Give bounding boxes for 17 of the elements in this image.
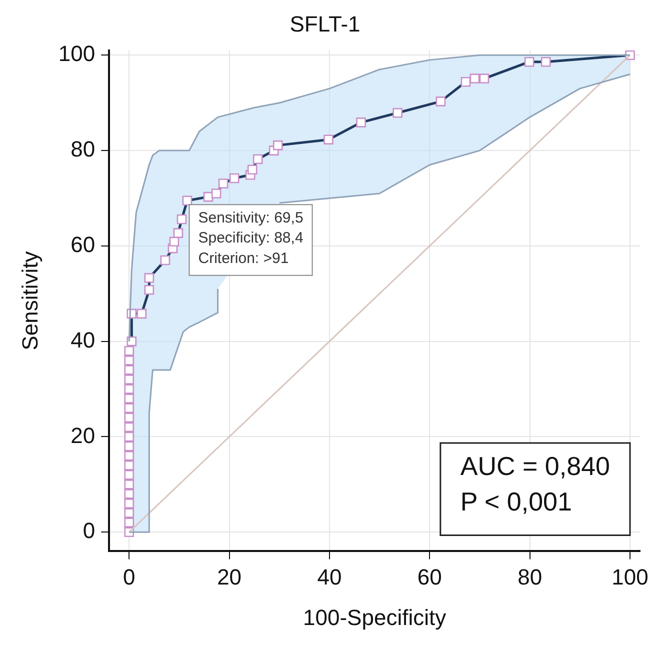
y-axis-title: Sensitivity: [17, 251, 42, 350]
y-tick-label: 60: [70, 232, 96, 258]
chart-title: SFLT-1: [290, 11, 360, 36]
y-tick-label: 80: [70, 136, 96, 162]
y-tick-label: 20: [70, 422, 96, 448]
x-tick-label: 20: [217, 564, 242, 590]
y-tick-label: 0: [82, 518, 96, 544]
x-tick-label: 100: [612, 564, 648, 590]
y-tick-label: 40: [70, 327, 96, 352]
x-tick-label: 40: [317, 564, 342, 590]
y-tick-label: 100: [58, 41, 96, 66]
annotation: Sensitivity: 69,5 Specificity: 88,4 Criterion: >91: [198, 209, 304, 267]
x-tick-label: 0: [123, 564, 136, 590]
x-tick-label: 60: [417, 564, 442, 590]
x-tick-label: 80: [518, 564, 542, 590]
annotation: AUC = 0,840 P < 0,001: [460, 451, 610, 516]
x-axis-title: 100-Specificity: [303, 604, 446, 630]
